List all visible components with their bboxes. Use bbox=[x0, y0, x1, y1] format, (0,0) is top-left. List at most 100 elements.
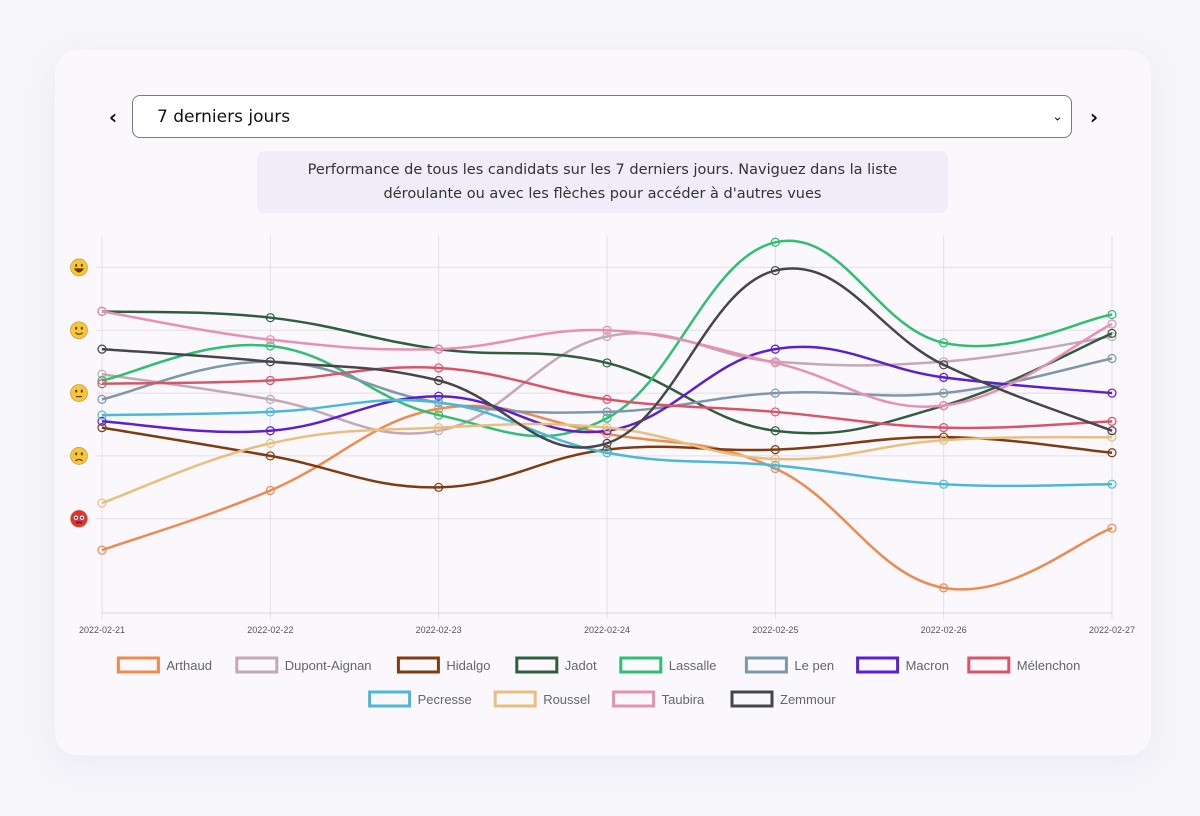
legend-item-le-pen[interactable]: Le pen bbox=[744, 656, 834, 674]
legend-item-taubira[interactable]: Taubira bbox=[612, 690, 705, 708]
data-point bbox=[97, 375, 107, 386]
legend-label: Hidalgo bbox=[446, 658, 490, 673]
data-point bbox=[1107, 448, 1117, 458]
x-tick-label: 2022-02-24 bbox=[584, 625, 630, 635]
series-line-zemmour bbox=[101, 267, 1113, 449]
data-point bbox=[265, 394, 275, 404]
series-pecresse bbox=[97, 397, 1117, 489]
sad-face-icon bbox=[70, 447, 88, 465]
data-point bbox=[602, 358, 612, 368]
data-point bbox=[939, 360, 949, 370]
face-eye bbox=[75, 452, 78, 456]
legend-label: Roussel bbox=[543, 692, 590, 707]
data-point bbox=[434, 363, 444, 373]
data-point bbox=[265, 451, 275, 461]
face-shape bbox=[70, 447, 88, 465]
face-mouth bbox=[75, 521, 83, 524]
x-tick-label: 2022-02-23 bbox=[416, 625, 462, 635]
series-line-hidalgo bbox=[101, 426, 1113, 489]
legend-item-pecresse[interactable]: Pecresse bbox=[368, 690, 472, 708]
data-point bbox=[1107, 319, 1117, 329]
data-point bbox=[1107, 309, 1117, 320]
data-point bbox=[265, 438, 275, 448]
data-point bbox=[97, 394, 107, 404]
face-eye bbox=[80, 263, 83, 267]
legend-item-melenchon[interactable]: Mélenchon bbox=[967, 656, 1081, 674]
legend-item-roussel[interactable]: Roussel bbox=[493, 690, 590, 708]
data-point bbox=[434, 482, 444, 492]
x-tick-label: 2022-02-26 bbox=[921, 625, 967, 635]
legend-label: Mélenchon bbox=[1017, 658, 1081, 673]
data-point bbox=[602, 394, 612, 404]
face-eye bbox=[75, 326, 78, 330]
data-point bbox=[97, 306, 107, 316]
data-point bbox=[434, 397, 444, 408]
legend-item-jadot[interactable]: Jadot bbox=[515, 656, 597, 674]
data-point bbox=[939, 423, 949, 433]
legend-label: Le pen bbox=[794, 658, 834, 673]
x-tick-label: 2022-02-22 bbox=[247, 625, 293, 635]
data-point bbox=[434, 344, 444, 354]
face-shape bbox=[70, 258, 88, 277]
data-point bbox=[97, 498, 107, 508]
face-mouth bbox=[73, 268, 85, 273]
chevron-down-icon: ⌄ bbox=[1052, 109, 1063, 124]
legend-item-macron[interactable]: Macron bbox=[856, 656, 949, 674]
legend-swatch bbox=[730, 690, 774, 708]
x-tick-label: 2022-02-25 bbox=[752, 625, 798, 635]
period-select[interactable]: 7 derniers jours ⌄ bbox=[132, 95, 1072, 138]
legend-item-dupont-aignan[interactable]: Dupont-Aignan bbox=[235, 656, 372, 674]
data-point bbox=[97, 369, 107, 379]
legend-swatch bbox=[612, 690, 656, 708]
legend-swatch bbox=[396, 656, 440, 674]
face-shape bbox=[70, 509, 88, 528]
series-line-lassalle bbox=[101, 239, 1113, 438]
series-melenchon bbox=[97, 363, 1117, 433]
data-point bbox=[602, 423, 612, 433]
legend-item-zemmour[interactable]: Zemmour bbox=[730, 690, 836, 708]
legend-item-lassalle[interactable]: Lassalle bbox=[619, 656, 717, 674]
legend-item-hidalgo[interactable]: Hidalgo bbox=[396, 656, 490, 674]
data-point bbox=[265, 335, 275, 345]
angry-face-icon bbox=[70, 509, 88, 528]
data-point bbox=[97, 379, 107, 389]
data-point bbox=[265, 426, 275, 436]
series-line-macron bbox=[101, 345, 1113, 434]
data-point bbox=[939, 338, 949, 348]
data-point bbox=[770, 237, 780, 247]
data-point bbox=[1107, 426, 1117, 436]
data-point bbox=[770, 265, 780, 276]
previous-view-button[interactable]: ‹ bbox=[108, 105, 118, 129]
data-point bbox=[1107, 479, 1117, 489]
face-mouth bbox=[75, 332, 83, 335]
face-shape bbox=[70, 384, 88, 402]
legend-label: Taubira bbox=[662, 692, 705, 707]
legend-swatch bbox=[744, 656, 788, 674]
data-point bbox=[770, 388, 780, 398]
data-point bbox=[770, 460, 780, 470]
data-point bbox=[1107, 523, 1117, 533]
smiling-face-icon bbox=[70, 321, 88, 340]
data-point bbox=[602, 407, 612, 417]
data-point bbox=[265, 375, 275, 386]
data-point bbox=[770, 426, 780, 436]
legend-label: Lassalle bbox=[669, 658, 717, 673]
series-line-pecresse bbox=[101, 398, 1113, 488]
data-point bbox=[97, 423, 107, 433]
legend-swatch bbox=[515, 656, 559, 674]
series-lassalle bbox=[97, 237, 1117, 438]
data-point bbox=[97, 410, 107, 420]
face-shape bbox=[70, 321, 88, 340]
next-view-button[interactable]: › bbox=[1089, 105, 1099, 129]
data-point bbox=[770, 407, 780, 417]
data-point bbox=[939, 583, 949, 593]
data-point bbox=[1107, 388, 1117, 398]
data-point bbox=[1107, 328, 1117, 338]
data-point bbox=[265, 485, 275, 496]
data-point bbox=[939, 388, 949, 398]
data-point bbox=[939, 372, 949, 382]
legend-item-arthaud[interactable]: Arthaud bbox=[116, 656, 212, 674]
series-taubira bbox=[97, 306, 1117, 411]
laughing-face-icon bbox=[70, 258, 88, 277]
